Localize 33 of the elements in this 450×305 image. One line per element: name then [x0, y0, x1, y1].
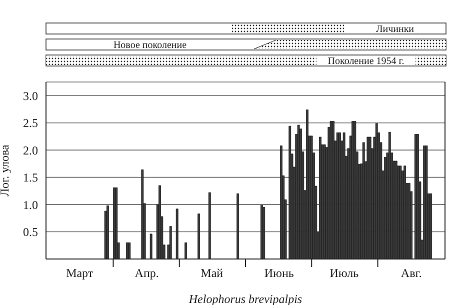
y-tick-label: 3.0	[23, 88, 38, 103]
bar	[236, 193, 240, 259]
x-tick-label: Авг.	[400, 266, 422, 280]
y-tick-label: 2.5	[23, 116, 38, 130]
bar	[115, 187, 118, 259]
x-tick-label: Июнь	[264, 266, 294, 280]
bar	[262, 207, 266, 259]
y-tick-label: 0.5	[23, 225, 38, 240]
text: Поколение 1954 г.	[328, 56, 404, 67]
bar	[176, 208, 178, 259]
bar	[158, 185, 161, 259]
y-tick-label: 1.0	[23, 198, 38, 212]
bar	[208, 192, 211, 259]
bar	[128, 242, 131, 259]
x-tick-label: Июль	[330, 266, 360, 280]
x-tick-label: Март	[66, 266, 94, 280]
bar	[184, 242, 187, 259]
text: Новое поколение	[113, 40, 188, 51]
bar	[354, 121, 356, 259]
y-tick-label: 1.5	[23, 170, 38, 185]
bar	[106, 205, 109, 259]
bar	[169, 226, 172, 259]
y-tick-label: 2.0	[23, 143, 38, 158]
y-axis-title: Лог. улова	[0, 144, 12, 196]
bar	[141, 169, 144, 259]
bar	[297, 124, 300, 259]
x-tick-label: Май	[200, 266, 224, 280]
text: Личинки	[376, 24, 415, 35]
bar	[198, 214, 200, 259]
bar	[150, 234, 152, 259]
x-tick-label: Апр.	[134, 266, 159, 280]
bar	[430, 193, 432, 259]
bar	[416, 134, 420, 259]
